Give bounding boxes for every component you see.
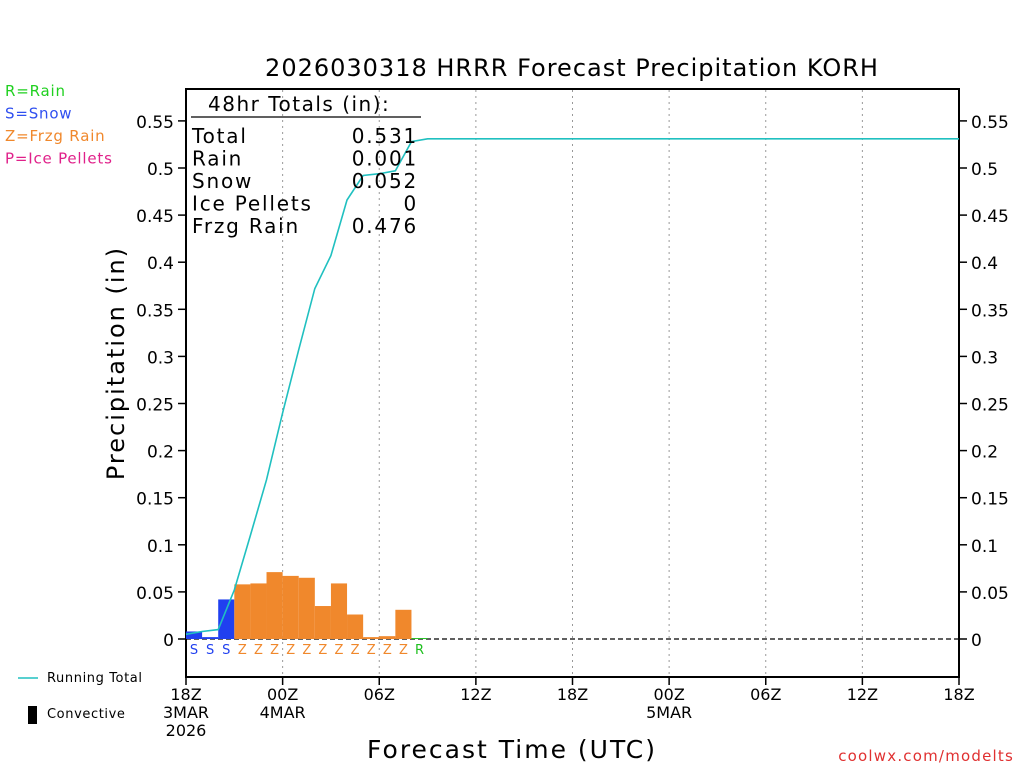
bottom-legend-label: Running Total (47, 671, 143, 686)
precip-bar (363, 637, 380, 639)
totals-row-value: 0 (403, 192, 418, 216)
x-tick-label: 12Z (460, 685, 491, 704)
precip-type-code: Z (399, 643, 408, 658)
x-tick-label: 06Z (750, 685, 781, 704)
totals-row-label: Ice Pellets (192, 192, 313, 216)
precip-bar (250, 583, 267, 639)
bottom-legend: Running Total Convective (18, 671, 143, 724)
type-legend-p: P=Ice Pellets (5, 150, 113, 168)
precip-type-legend: R=Rain S=Snow Z=Frzg Rain P=Ice Pellets (5, 82, 113, 168)
precip-type-code: Z (302, 643, 311, 658)
x-tick-label: 00Z (267, 685, 298, 704)
y-tick-label-left: 0.1 (147, 537, 174, 557)
precip-type-code: Z (238, 643, 247, 658)
precip-bar (266, 572, 283, 639)
precip-type-code: Z (335, 643, 344, 658)
y-tick-label-right: 0 (971, 631, 982, 651)
x-tick-label: 2026 (166, 721, 207, 740)
y-tick-label-right: 0.3 (971, 348, 998, 368)
precip-type-code: R (415, 643, 424, 658)
y-tick-label-left: 0.55 (136, 113, 174, 133)
precip-type-code: Z (351, 643, 360, 658)
y-tick-label-right: 0.25 (971, 396, 1009, 416)
precip-bar (330, 583, 348, 639)
precip-bar (314, 606, 331, 639)
precip-type-code: Z (383, 643, 392, 658)
precip-bar (347, 614, 364, 639)
totals-header: 48hr Totals (in): (208, 92, 390, 116)
y-tick-label-left: 0.3 (147, 348, 174, 368)
y-tick-label-right: 0.15 (971, 490, 1009, 510)
precip-type-code: S (206, 643, 214, 658)
x-tick-label: 3MAR (163, 703, 209, 722)
type-legend-s: S=Snow (5, 105, 72, 123)
precip-type-code: Z (286, 643, 295, 658)
precip-bar (379, 636, 396, 639)
y-tick-label-right: 0.45 (971, 207, 1009, 227)
y-tick-label-right: 0.1 (971, 537, 998, 557)
precip-bar (282, 575, 299, 639)
totals-row-label: Total (191, 124, 248, 148)
type-legend-z: Z=Frzg Rain (5, 127, 105, 145)
y-tick-label-right: 0.4 (971, 254, 998, 274)
totals-row-label: Frzg Rain (192, 214, 300, 238)
x-tick-label: 18Z (170, 685, 201, 704)
y-tick-label-left: 0.25 (136, 396, 174, 416)
y-axis-ticks: 0 0 0.05 0.05 0.1 0.1 0.15 0.15 0.2 0.2 0.25 0.25 0.… (136, 113, 1009, 651)
precip-bar (298, 577, 315, 639)
x-tick-label: 12Z (847, 685, 878, 704)
x-axis-label: Forecast Time (UTC) (367, 735, 657, 764)
y-tick-label-right: 0.5 (971, 160, 998, 180)
x-tick-label: 06Z (364, 685, 395, 704)
totals-row-value: 0.001 (352, 147, 418, 171)
type-legend-r: R=Rain (5, 82, 66, 100)
precip-type-code: Z (318, 643, 327, 658)
chart-title: 2026030318 HRRR Forecast Precipitation K… (265, 54, 879, 82)
y-tick-label-left: 0.15 (136, 490, 174, 510)
x-tick-label: 00Z (653, 685, 684, 704)
x-tick-label: 18Z (943, 685, 974, 704)
y-tick-label-right: 0.05 (971, 584, 1009, 604)
y-tick-label-right: 0.35 (971, 301, 1009, 321)
x-tick-label: 5MAR (646, 703, 692, 722)
precip-bar (218, 599, 235, 639)
precip-bar (411, 638, 428, 639)
precip-type-code: Z (367, 643, 376, 658)
y-tick-label-left: 0.5 (147, 160, 174, 180)
precip-bar (186, 631, 203, 639)
y-tick-label-left: 0 (163, 631, 174, 651)
precip-type-code: Z (254, 643, 263, 658)
precip-bar (202, 637, 219, 639)
y-axis-label: Precipitation (in) (102, 246, 130, 480)
precip-type-code: Z (270, 643, 279, 658)
totals-row-label: Snow (192, 169, 253, 193)
y-tick-label-left: 0.45 (136, 207, 174, 227)
y-tick-label-right: 0.2 (971, 443, 998, 463)
running-total-line (185, 138, 959, 636)
x-tick-label: 4MAR (260, 703, 306, 722)
precip-bar (395, 609, 412, 639)
precip-type-code: S (190, 643, 198, 658)
grid-lines (282, 90, 863, 676)
precip-bar (234, 584, 251, 639)
totals-row-value: 0.052 (352, 169, 418, 193)
credit-text: coolwx.com/modelts (838, 747, 1014, 765)
totals-row-value: 0.476 (352, 214, 418, 238)
y-tick-label-left: 0.2 (147, 443, 174, 463)
totals-row-label: Rain (192, 147, 243, 171)
y-tick-label-left: 0.35 (136, 301, 174, 321)
bottom-legend-label: Convective (47, 707, 126, 722)
y-tick-label-left: 0.4 (147, 254, 174, 274)
y-tick-label-left: 0.05 (136, 584, 174, 604)
precip-bars (186, 572, 428, 639)
totals-row-value: 0.531 (352, 124, 418, 148)
legend-convective-swatch (28, 706, 37, 724)
y-tick-label-right: 0.55 (971, 113, 1009, 133)
totals-box: 48hr Totals (in): Total 0.531 Rain 0.001 Sno… (191, 92, 421, 238)
x-tick-label: 18Z (557, 685, 588, 704)
precip-type-code: S (222, 643, 230, 658)
